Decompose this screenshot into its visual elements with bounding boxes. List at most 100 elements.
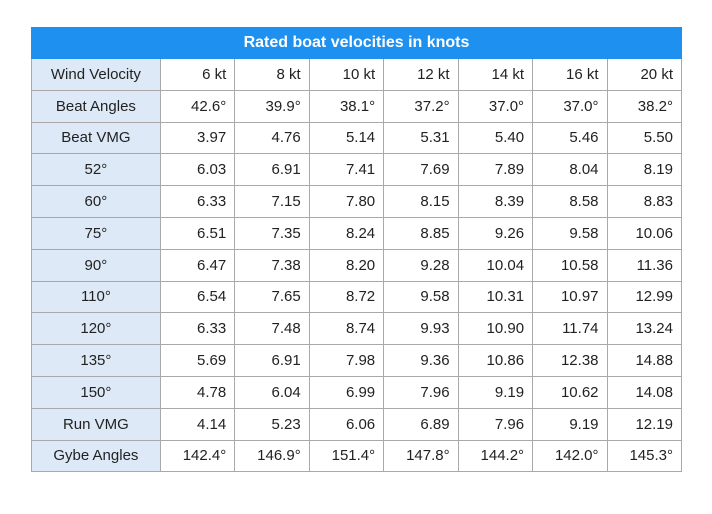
cell: 9.26 bbox=[457, 216, 534, 250]
cell: 7.38 bbox=[234, 248, 310, 282]
cell: 7.96 bbox=[457, 407, 534, 441]
cell: 37.0° bbox=[532, 89, 608, 123]
data-row: 110° 6.54 7.65 8.72 9.58 10.31 10.97 12.99 bbox=[31, 280, 683, 314]
cell: 5.31 bbox=[383, 121, 459, 155]
cell: 8.15 bbox=[383, 185, 459, 218]
cell: 6.91 bbox=[234, 344, 310, 377]
cell: 151.4° bbox=[308, 439, 385, 473]
cell: 10 kt bbox=[308, 58, 385, 91]
cell: 12.99 bbox=[606, 280, 683, 314]
cell: 10.97 bbox=[532, 280, 608, 314]
data-row: Beat Angles 42.6° 39.9° 38.1° 37.2° 37.0° 37.0… bbox=[31, 89, 683, 123]
cell: 6.33 bbox=[159, 312, 236, 346]
cell: 8.85 bbox=[383, 216, 459, 250]
cell: 142.0° bbox=[532, 439, 608, 473]
row-label: 110° bbox=[31, 280, 161, 314]
cell: 9.19 bbox=[457, 375, 534, 409]
cell: 11.74 bbox=[532, 312, 608, 346]
row-label: Beat VMG bbox=[31, 121, 161, 155]
cell: 9.93 bbox=[383, 312, 459, 346]
cell: 14.08 bbox=[606, 375, 683, 409]
data-row: 52° 6.03 6.91 7.41 7.69 7.89 8.04 8.19 bbox=[31, 153, 683, 187]
header-row: Wind Velocity 6 kt 8 kt 10 kt 12 kt 14 kt 16 k… bbox=[31, 58, 683, 91]
cell: 8.83 bbox=[606, 185, 683, 218]
cell: 5.69 bbox=[159, 344, 236, 377]
cell: 8.20 bbox=[308, 248, 385, 282]
cell: 5.14 bbox=[308, 121, 385, 155]
cell: 10.90 bbox=[457, 312, 534, 346]
data-row: 135° 5.69 6.91 7.98 9.36 10.86 12.38 14.88 bbox=[31, 344, 683, 377]
cell: 8.39 bbox=[457, 185, 534, 218]
velocity-table: Rated boat velocities in knots Wind Velo… bbox=[31, 27, 683, 473]
row-label: 120° bbox=[31, 312, 161, 346]
cell: 7.80 bbox=[308, 185, 385, 218]
cell: 7.48 bbox=[234, 312, 310, 346]
cell: 142.4° bbox=[159, 439, 236, 473]
cell: 5.40 bbox=[457, 121, 534, 155]
cell: 12 kt bbox=[383, 58, 459, 91]
cell: 8.72 bbox=[308, 280, 385, 314]
cell: 7.98 bbox=[308, 344, 385, 377]
cell: 9.58 bbox=[532, 216, 608, 250]
cell: 10.31 bbox=[457, 280, 534, 314]
cell: 4.78 bbox=[159, 375, 236, 409]
cell: 11.36 bbox=[606, 248, 683, 282]
data-row: 120° 6.33 7.48 8.74 9.93 10.90 11.74 13.24 bbox=[31, 312, 683, 346]
cell: 10.06 bbox=[606, 216, 683, 250]
cell: 6.06 bbox=[308, 407, 385, 441]
row-label: Wind Velocity bbox=[31, 58, 161, 91]
cell: 9.36 bbox=[383, 344, 459, 377]
cell: 4.76 bbox=[234, 121, 310, 155]
cell: 10.86 bbox=[457, 344, 534, 377]
row-label: Gybe Angles bbox=[31, 439, 161, 473]
cell: 6.47 bbox=[159, 248, 236, 282]
row-label: Beat Angles bbox=[31, 89, 161, 123]
cell: 8 kt bbox=[234, 58, 310, 91]
cell: 14 kt bbox=[457, 58, 534, 91]
cell: 10.62 bbox=[532, 375, 608, 409]
cell: 42.6° bbox=[159, 89, 236, 123]
row-label: Run VMG bbox=[31, 407, 161, 441]
row-label: 90° bbox=[31, 248, 161, 282]
cell: 16 kt bbox=[532, 58, 608, 91]
cell: 6.33 bbox=[159, 185, 236, 218]
cell: 13.24 bbox=[606, 312, 683, 346]
cell: 7.65 bbox=[234, 280, 310, 314]
cell: 8.04 bbox=[532, 153, 608, 187]
cell: 147.8° bbox=[383, 439, 459, 473]
data-row: 90° 6.47 7.38 8.20 9.28 10.04 10.58 11.36 bbox=[31, 248, 683, 282]
cell: 38.2° bbox=[606, 89, 683, 123]
cell: 10.04 bbox=[457, 248, 534, 282]
cell: 37.2° bbox=[383, 89, 459, 123]
cell: 6.04 bbox=[234, 375, 310, 409]
cell: 146.9° bbox=[234, 439, 310, 473]
row-label: 150° bbox=[31, 375, 161, 409]
cell: 4.14 bbox=[159, 407, 236, 441]
cell: 8.74 bbox=[308, 312, 385, 346]
cell: 7.15 bbox=[234, 185, 310, 218]
data-row: Gybe Angles 142.4° 146.9° 151.4° 147.8° 144.2… bbox=[31, 439, 683, 473]
data-row: 150° 4.78 6.04 6.99 7.96 9.19 10.62 14.08 bbox=[31, 375, 683, 409]
cell: 39.9° bbox=[234, 89, 310, 123]
cell: 8.58 bbox=[532, 185, 608, 218]
cell: 7.69 bbox=[383, 153, 459, 187]
row-label: 52° bbox=[31, 153, 161, 187]
cell: 5.50 bbox=[606, 121, 683, 155]
cell: 8.24 bbox=[308, 216, 385, 250]
cell: 37.0° bbox=[457, 89, 534, 123]
data-row: Beat VMG 3.97 4.76 5.14 5.31 5.40 5.46 5.50 bbox=[31, 121, 683, 155]
cell: 144.2° bbox=[457, 439, 534, 473]
cell: 6.03 bbox=[159, 153, 236, 187]
row-label: 60° bbox=[31, 185, 161, 218]
row-label: 75° bbox=[31, 216, 161, 250]
table-title: Rated boat velocities in knots bbox=[31, 27, 682, 59]
cell: 6.51 bbox=[159, 216, 236, 250]
cell: 5.23 bbox=[234, 407, 310, 441]
cell: 38.1° bbox=[308, 89, 385, 123]
cell: 6.54 bbox=[159, 280, 236, 314]
data-row: Run VMG 4.14 5.23 6.06 6.89 7.96 9.19 12.19 bbox=[31, 407, 683, 441]
cell: 3.97 bbox=[159, 121, 236, 155]
cell: 6.89 bbox=[383, 407, 459, 441]
cell: 14.88 bbox=[606, 344, 683, 377]
